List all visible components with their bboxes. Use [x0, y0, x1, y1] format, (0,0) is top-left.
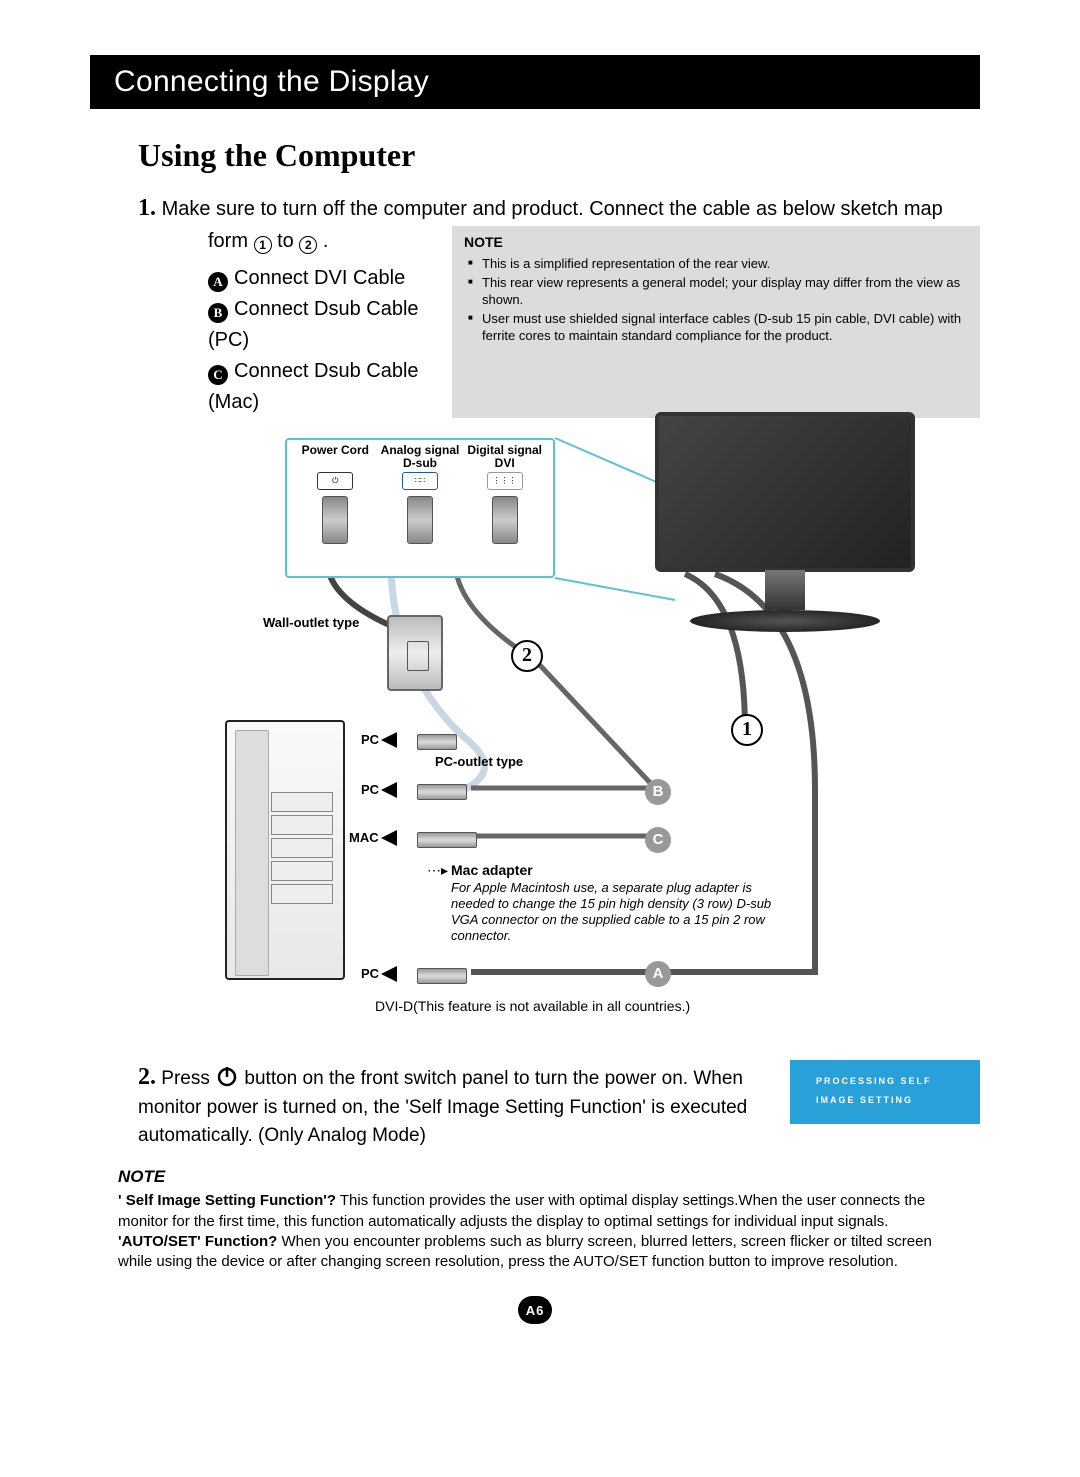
plug-icon: [322, 496, 348, 544]
step-badge-1: 1: [731, 714, 763, 746]
plug-icon: [407, 496, 433, 544]
mac-adapter-note: For Apple Macintosh use, a separate plug…: [451, 880, 783, 945]
step-1-line2: form 1 to 2 .: [208, 226, 438, 257]
connector-icon: [417, 832, 477, 848]
osd-preview: PROCESSING SELF IMAGE SETTING: [790, 1060, 980, 1124]
pc-arrow-label: PC: [361, 782, 397, 798]
letter-c-icon: C: [208, 365, 228, 385]
step-2-number: 2.: [138, 1064, 156, 1090]
pc-outlet-label: PC-outlet type: [435, 754, 523, 769]
cable-c: CConnect Dsub Cable (Mac): [208, 356, 438, 418]
circled-2-icon: 2: [299, 236, 317, 254]
power-icon: [215, 1064, 239, 1088]
pc-arrow-label: PC: [361, 966, 397, 982]
connector-badge-a: A: [645, 961, 671, 987]
step-2-text: 2. Press button on the front switch pane…: [138, 1060, 766, 1150]
mac-adapter-label: Mac adapter: [451, 862, 533, 878]
connector-badge-b: B: [645, 779, 671, 805]
bottom-note-1: ' Self Image Setting Function'? This fun…: [118, 1191, 960, 1232]
cable-a: AConnect DVI Cable: [208, 263, 438, 294]
wall-outlet-icon: [387, 615, 443, 691]
mac-arrow-label: MAC: [349, 830, 397, 846]
port-label-dvi: Digital signalDVI: [462, 444, 547, 470]
step-badge-2: 2: [511, 640, 543, 672]
note-item: This rear view represents a general mode…: [468, 274, 968, 309]
note-title: NOTE: [464, 232, 968, 254]
wall-outlet-label: Wall-outlet type: [263, 615, 359, 630]
dvi-port-icon: ⋮⋮⋮: [487, 472, 523, 490]
connector-icon: [417, 734, 457, 750]
dvi-availability-note: DVI-D(This feature is not available in a…: [375, 998, 690, 1014]
dsub-port-icon: ∷∷: [402, 472, 438, 490]
step-1-number: 1.: [138, 195, 156, 221]
osd-line-2: IMAGE SETTING: [816, 1091, 980, 1111]
bottom-note-title: NOTE: [118, 1167, 980, 1187]
circled-1-icon: 1: [254, 236, 272, 254]
section-title: Using the Computer: [138, 137, 980, 174]
bottom-note-2: 'AUTO/SET' Function? When you encounter …: [118, 1232, 960, 1273]
connector-icon: [417, 784, 467, 800]
step-1-line1: Make sure to turn off the computer and p…: [162, 198, 943, 220]
letter-a-icon: A: [208, 272, 228, 292]
monitor-illustration: [655, 412, 915, 632]
connector-badge-c: C: [645, 827, 671, 853]
ports-panel: Power Cord Analog signalD-sub Digital si…: [285, 438, 555, 578]
port-label-power: Power Cord: [293, 444, 378, 470]
dotted-arrow-icon: ⋯▸: [427, 862, 448, 879]
note-box-top: NOTE This is a simplified representation…: [452, 226, 980, 418]
osd-line-1: PROCESSING SELF: [816, 1072, 980, 1092]
page-number: A6: [518, 1296, 552, 1324]
letter-b-icon: B: [208, 303, 228, 323]
note-item: User must use shielded signal interface …: [468, 310, 968, 345]
page-banner: Connecting the Display: [90, 55, 980, 109]
pc-tower-illustration: [225, 720, 345, 980]
connection-diagram: Power Cord Analog signalD-sub Digital si…: [155, 430, 915, 1050]
port-label-dsub: Analog signalD-sub: [378, 444, 463, 470]
pc-arrow-label: PC: [361, 732, 397, 748]
plug-icon: [492, 496, 518, 544]
cable-b: BConnect Dsub Cable (PC): [208, 294, 438, 356]
power-port-icon: ⏻: [317, 472, 353, 490]
connector-icon: [417, 968, 467, 984]
note-item: This is a simplified representation of t…: [468, 255, 968, 273]
